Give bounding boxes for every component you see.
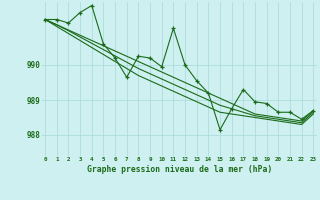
X-axis label: Graphe pression niveau de la mer (hPa): Graphe pression niveau de la mer (hPa) [87,165,272,174]
